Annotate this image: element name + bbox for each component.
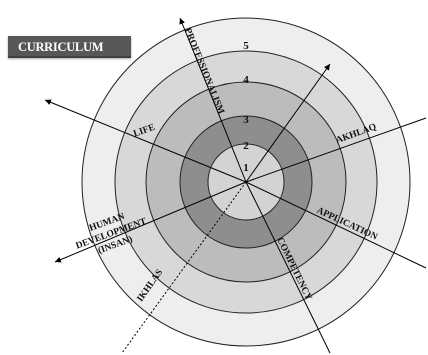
spoke-professionalism [179, 17, 247, 183]
ring-number-5: 5 [243, 40, 249, 52]
curriculum-title: CURRICULUM [8, 36, 131, 58]
spoke-akhlaq [245, 63, 331, 183]
spoke-ikhlas-dashed [121, 181, 247, 354]
spoke-application [245, 181, 427, 269]
spoke-life [44, 99, 247, 183]
spoke-human [54, 181, 247, 263]
ring-number-4: 4 [243, 74, 249, 86]
ring-number-3: 3 [243, 114, 249, 126]
spoke-akhlaq-right [245, 117, 427, 183]
ring-number-2: 2 [243, 140, 249, 152]
ring-number-1: 1 [243, 162, 249, 174]
spoke-competency [245, 181, 331, 354]
